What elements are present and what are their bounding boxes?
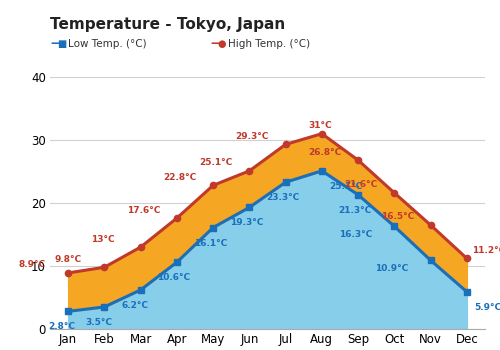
Text: 22.8°C: 22.8°C [163,173,196,182]
Text: 21.6°C: 21.6°C [344,180,378,189]
Text: 19.3°C: 19.3°C [230,218,264,228]
Text: 10.6°C: 10.6°C [158,273,190,282]
Text: ●: ● [218,39,226,49]
Text: 3.5°C: 3.5°C [85,318,112,327]
Text: 6.2°C: 6.2°C [121,301,148,310]
Text: 25.1°C: 25.1°C [329,182,362,191]
Text: 16.5°C: 16.5°C [380,212,414,222]
Text: —: — [50,37,62,50]
Text: 11.2°C: 11.2°C [472,246,500,255]
Text: 16.1°C: 16.1°C [194,239,227,248]
Text: 5.9°C: 5.9°C [474,303,500,312]
Text: 31°C: 31°C [308,121,332,130]
Text: —: — [210,37,222,50]
Text: 25.1°C: 25.1°C [200,158,232,167]
Text: 16.3°C: 16.3°C [339,230,372,239]
Text: Temperature - Tokyo, Japan: Temperature - Tokyo, Japan [50,18,285,33]
Text: 23.3°C: 23.3°C [266,193,300,202]
Text: High Temp. (°C): High Temp. (°C) [228,39,310,49]
Text: 26.8°C: 26.8°C [308,148,342,156]
Text: 17.6°C: 17.6°C [127,205,160,215]
Text: 13°C: 13°C [90,234,114,244]
Text: 8.9°C: 8.9°C [18,260,45,270]
Text: 10.9°C: 10.9°C [375,265,408,273]
Text: 21.3°C: 21.3°C [338,206,372,215]
Text: Low Temp. (°C): Low Temp. (°C) [68,39,146,49]
Text: 29.3°C: 29.3°C [236,132,269,141]
Text: ■: ■ [58,39,67,49]
Text: 9.8°C: 9.8°C [54,255,82,264]
Text: 2.8°C: 2.8°C [48,322,76,331]
